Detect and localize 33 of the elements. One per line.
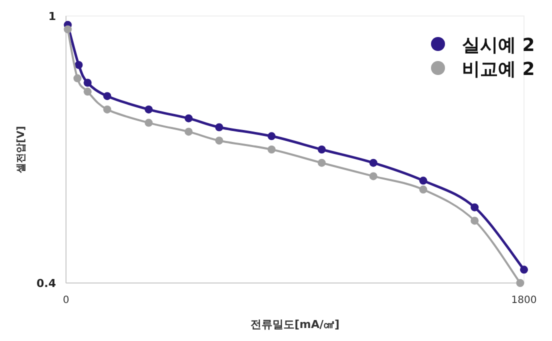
point (184, 128, 193, 136)
point (84, 78, 92, 87)
legend-label: 비교예 2 (462, 59, 535, 80)
point (184, 114, 193, 122)
point (84, 88, 92, 96)
y-tick-label: 1 (48, 10, 56, 23)
point (144, 118, 153, 127)
point (103, 105, 112, 114)
point (215, 123, 224, 132)
point (268, 146, 276, 154)
point (103, 92, 112, 100)
legend-label: 실시예 2 (462, 35, 535, 56)
point (419, 176, 428, 185)
point (215, 136, 224, 145)
point (520, 266, 528, 274)
x-axis-title: 전류밀도[mA/㎠] (250, 318, 340, 331)
point (470, 203, 479, 212)
y-axis-title: 셀전압[V] (16, 126, 27, 174)
point (516, 279, 524, 287)
point (73, 74, 82, 82)
point (74, 60, 83, 69)
point (419, 186, 428, 194)
point (268, 132, 276, 140)
point (369, 172, 378, 180)
point (144, 105, 153, 114)
x-tick-label: 1800 (511, 295, 537, 306)
point (64, 25, 72, 34)
point (369, 158, 378, 167)
point (318, 158, 326, 167)
point (318, 146, 326, 154)
y-tick-label: 0.4 (36, 277, 56, 290)
x-tick-label: 0 (62, 295, 70, 306)
point (470, 216, 479, 225)
